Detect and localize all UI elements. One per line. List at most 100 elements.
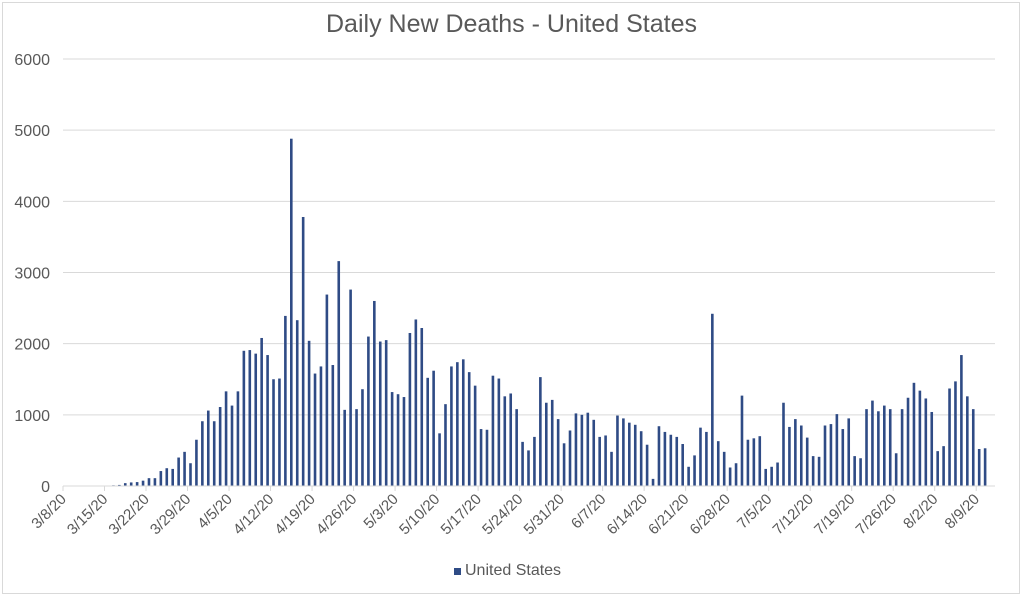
bar xyxy=(373,300,376,486)
bar xyxy=(260,337,263,486)
bar xyxy=(420,328,424,486)
bar xyxy=(248,350,252,486)
bar xyxy=(313,373,317,486)
bar xyxy=(699,427,702,486)
x-tick-label: 4/19/20 xyxy=(271,491,318,538)
bar xyxy=(479,429,483,486)
bar xyxy=(544,402,548,486)
x-tick-label: 5/17/20 xyxy=(438,491,485,538)
bar xyxy=(657,426,661,486)
bar xyxy=(734,463,738,486)
bar xyxy=(865,409,868,486)
bar xyxy=(663,431,667,486)
bar xyxy=(550,399,554,486)
bar xyxy=(153,478,157,486)
bar xyxy=(319,366,323,486)
y-tick-label: 6000 xyxy=(14,52,50,69)
x-tick-label: 6/21/20 xyxy=(645,491,692,538)
legend-label: United States xyxy=(465,562,562,579)
bar xyxy=(224,391,228,486)
x-tick-label: 3/29/20 xyxy=(147,491,194,538)
bar xyxy=(123,483,127,486)
y-tick-label: 1000 xyxy=(14,408,50,425)
bar xyxy=(218,407,222,486)
bar xyxy=(740,395,744,486)
bar xyxy=(788,426,791,486)
bar xyxy=(438,433,441,486)
bar xyxy=(799,425,803,486)
bar xyxy=(426,377,429,486)
bar xyxy=(189,463,192,486)
x-tick-label: 6/14/20 xyxy=(604,491,651,538)
bar xyxy=(705,431,708,486)
x-tick-label: 5/31/20 xyxy=(521,491,568,538)
bar xyxy=(977,448,981,486)
bar xyxy=(817,456,821,486)
bar xyxy=(776,462,779,486)
bar xyxy=(444,404,447,486)
bar xyxy=(900,409,904,486)
bar xyxy=(930,411,934,486)
x-tick-label: 6/28/20 xyxy=(687,491,734,538)
chart-title: Daily New Deaths - United States xyxy=(326,10,697,38)
bar xyxy=(521,441,524,486)
bar xyxy=(912,382,916,486)
bar xyxy=(533,436,536,486)
bar xyxy=(859,458,862,486)
bar xyxy=(236,391,240,486)
bar xyxy=(171,468,175,486)
x-tick-label: 7/12/20 xyxy=(770,491,817,538)
bar xyxy=(752,438,756,486)
legend-swatch xyxy=(454,567,461,575)
bar xyxy=(841,429,845,486)
x-tick-label: 3/15/20 xyxy=(64,491,111,538)
bar xyxy=(675,436,679,486)
bar xyxy=(669,434,673,486)
bar xyxy=(349,289,352,486)
bar xyxy=(568,430,572,486)
bar xyxy=(307,340,311,486)
bar xyxy=(811,456,815,486)
bar xyxy=(384,340,388,486)
x-tick-label: 4/12/20 xyxy=(230,491,277,538)
bar xyxy=(290,138,293,486)
legend: United States xyxy=(454,562,561,580)
bar xyxy=(592,419,596,486)
bar xyxy=(711,313,714,486)
x-tick-label: 4/26/20 xyxy=(313,491,360,538)
bar xyxy=(622,418,625,486)
bar xyxy=(586,412,590,486)
bar xyxy=(805,437,809,486)
bar xyxy=(331,365,335,486)
bar xyxy=(266,355,269,486)
bar xyxy=(118,484,121,486)
y-tick-label: 3000 xyxy=(14,266,50,283)
bar xyxy=(467,372,471,486)
bar xyxy=(414,319,418,486)
bar xyxy=(242,350,246,486)
bar xyxy=(325,294,329,486)
bar xyxy=(936,451,939,486)
bar xyxy=(147,478,151,486)
bar xyxy=(954,381,957,486)
bar xyxy=(539,377,542,486)
bar xyxy=(556,419,560,486)
bar xyxy=(651,478,655,486)
bar xyxy=(177,457,180,486)
bar xyxy=(794,419,797,486)
bar xyxy=(960,355,963,486)
bar xyxy=(918,390,922,486)
bar xyxy=(473,385,477,486)
y-tick-label: 2000 xyxy=(14,337,50,354)
bar xyxy=(212,421,216,486)
bar xyxy=(764,468,768,486)
bar xyxy=(971,409,975,486)
bar xyxy=(491,375,495,486)
bar xyxy=(722,451,726,486)
bar xyxy=(396,394,400,486)
x-tick-label: 5/24/20 xyxy=(479,491,526,538)
bar xyxy=(201,421,204,486)
bar xyxy=(509,393,513,486)
bar xyxy=(343,409,346,486)
